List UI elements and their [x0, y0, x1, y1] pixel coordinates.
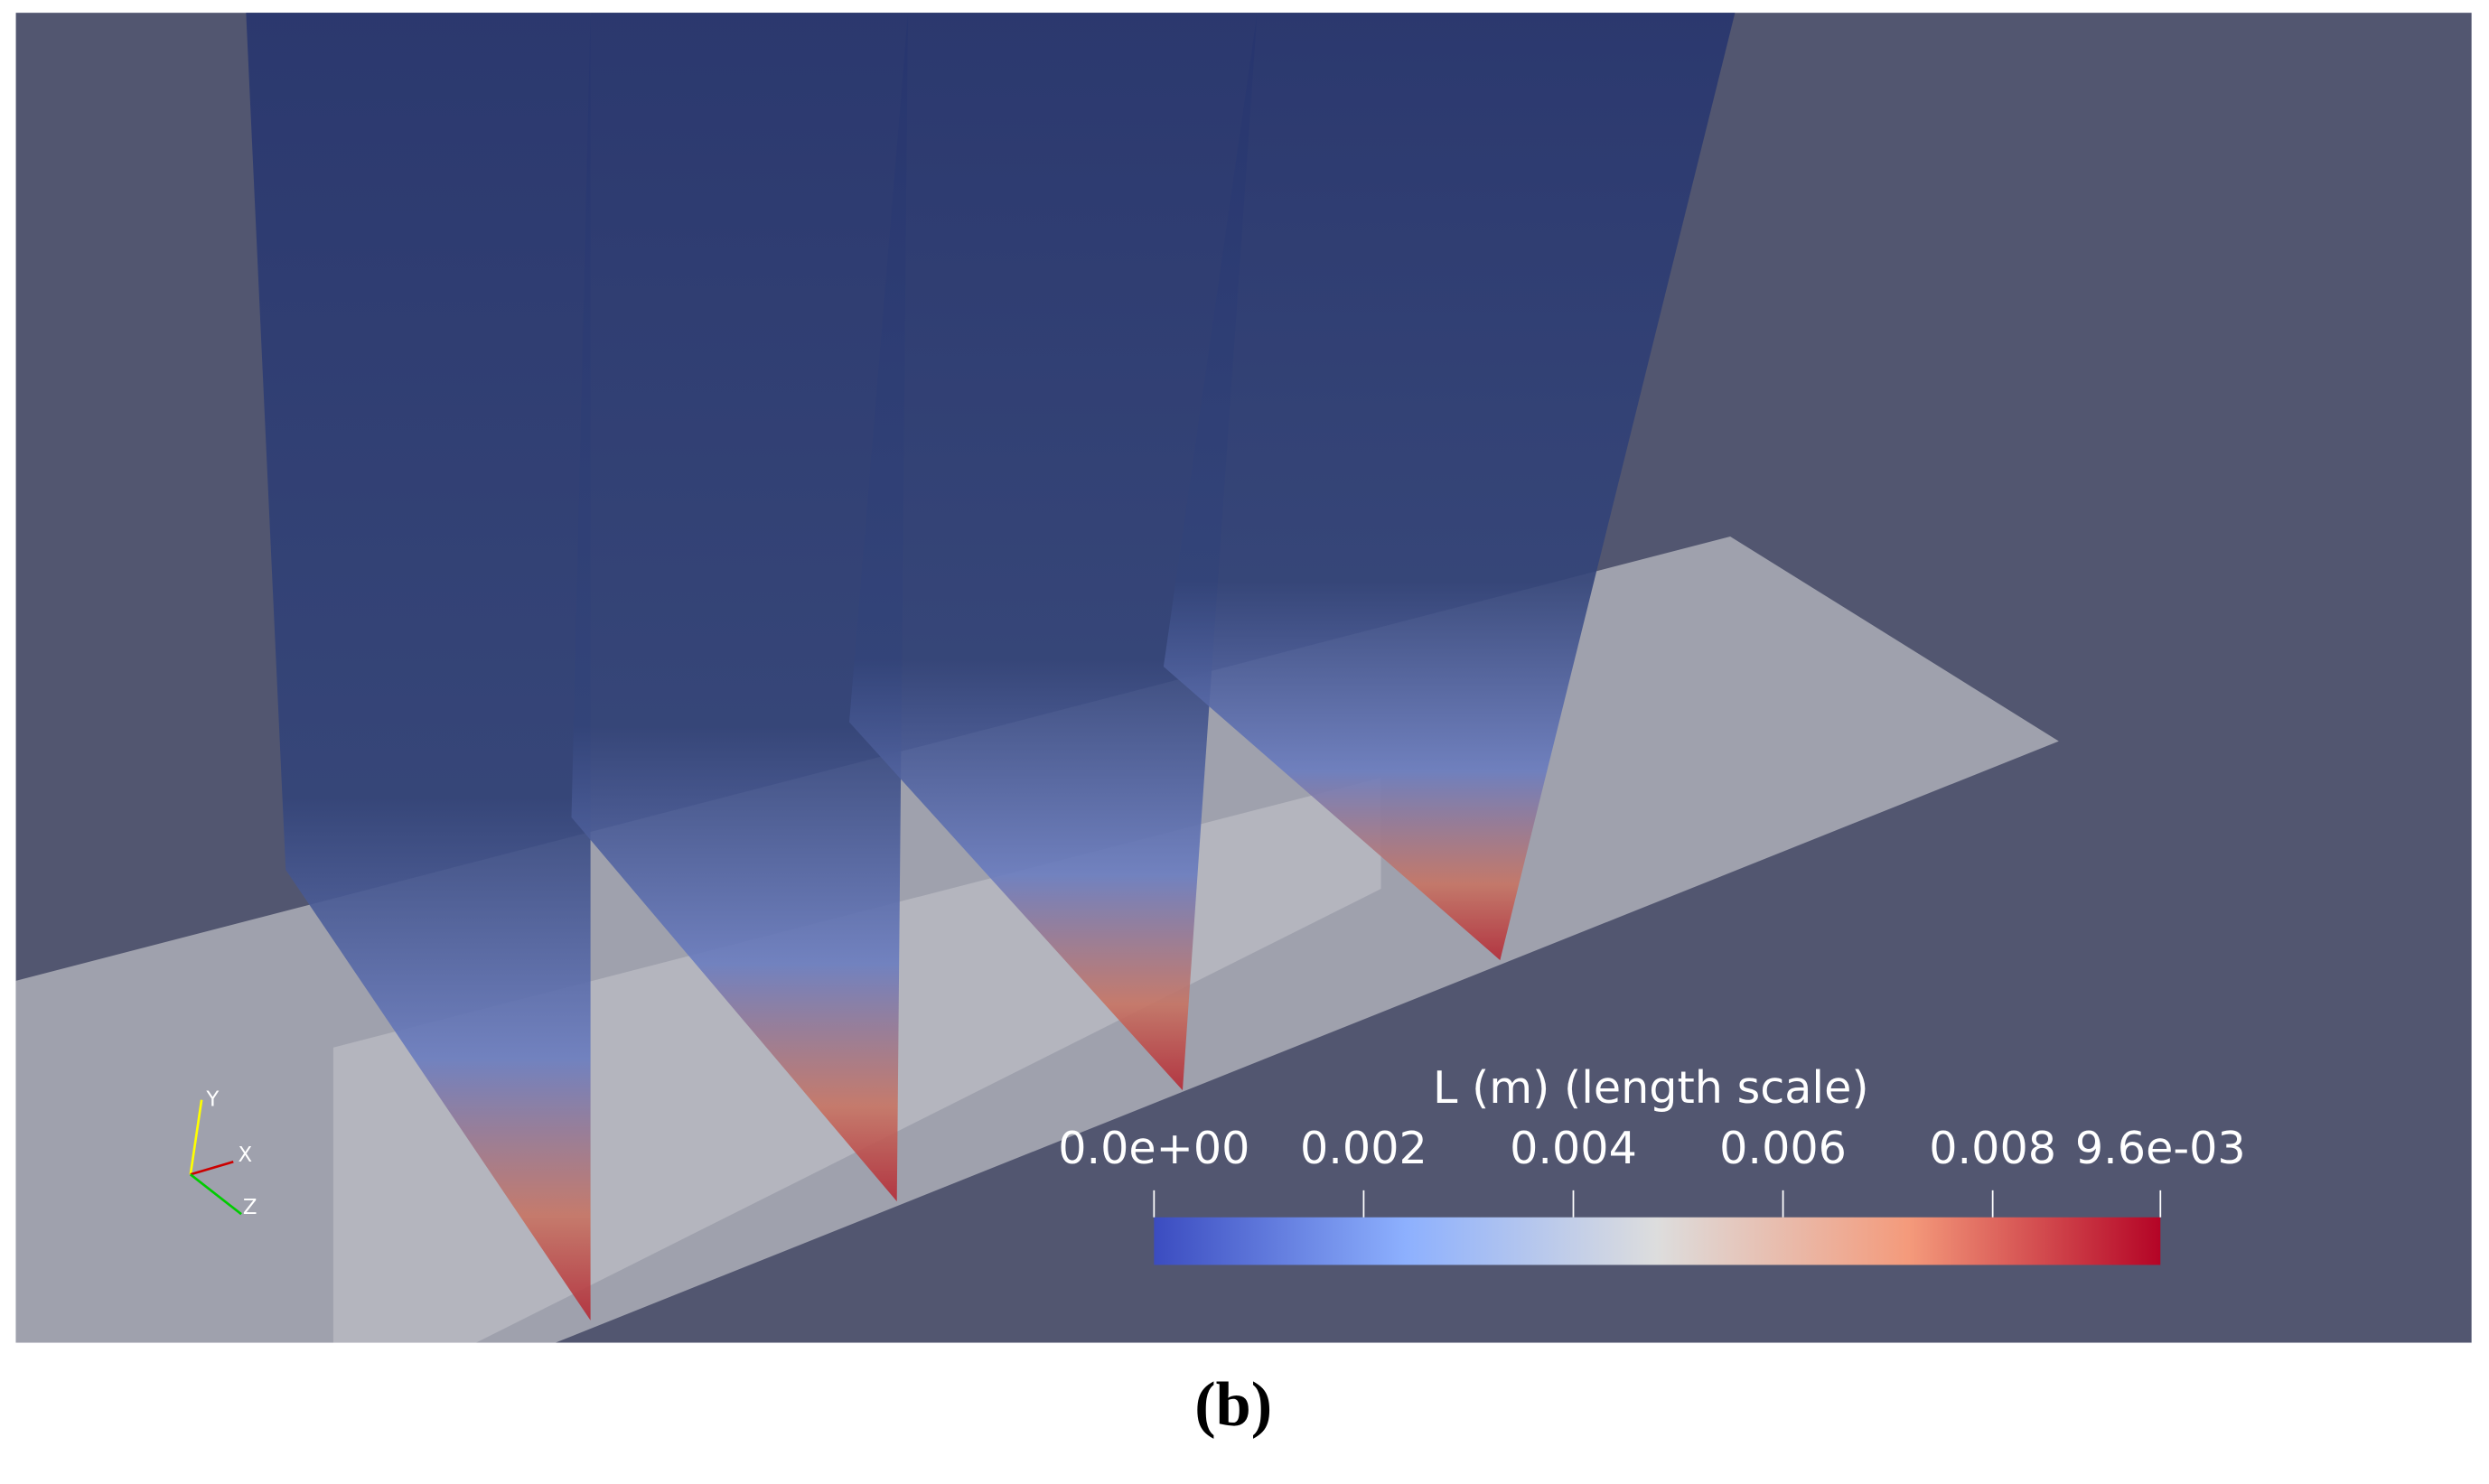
slice	[1163, 13, 1736, 961]
axis-arrow	[190, 1160, 234, 1176]
axis-arrow	[189, 1099, 203, 1175]
caption: (b)	[1194, 1369, 1272, 1440]
orientation-axes: Y X Z	[189, 1088, 257, 1219]
slice	[246, 13, 591, 1321]
axis-label: X	[239, 1143, 253, 1167]
tick-label: 0.002	[1300, 1122, 1427, 1174]
slice	[571, 13, 909, 1202]
axis-label: Y	[205, 1088, 219, 1112]
tick-label: 0.004	[1510, 1122, 1637, 1174]
tick-label: 0.006	[1719, 1122, 1847, 1174]
slice	[849, 13, 1258, 1091]
axis-label: Z	[243, 1196, 257, 1219]
tick-label: 0.0e+00	[1058, 1122, 1249, 1174]
colorbar	[1154, 1217, 2161, 1265]
tick-label: 9.6e-03	[2075, 1122, 2246, 1174]
tick-label: 0.008	[1929, 1122, 2056, 1174]
axis-arrow	[190, 1173, 242, 1216]
colorbar-title: L (m) (length scale)	[1433, 1061, 1869, 1114]
